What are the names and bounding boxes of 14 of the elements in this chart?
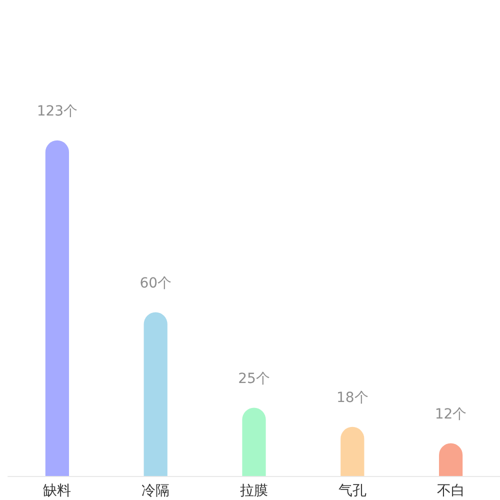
x-tick-label: 缺料 — [43, 483, 72, 499]
data-label: 12个 — [434, 406, 467, 422]
x-tick-label: 气孔 — [338, 483, 366, 499]
data-label: 123个 — [36, 103, 78, 120]
x-tick-label: 冷隔 — [142, 483, 170, 499]
data-label: 25个 — [238, 370, 270, 387]
data-label: 60个 — [140, 275, 172, 292]
x-tick-label: 不白 — [436, 483, 465, 499]
bar — [45, 140, 70, 476]
bar — [144, 312, 168, 476]
bar — [242, 408, 266, 476]
data-label: 18个 — [336, 390, 368, 406]
x-tick-label: 拉膜 — [240, 483, 268, 499]
bar — [340, 426, 364, 476]
